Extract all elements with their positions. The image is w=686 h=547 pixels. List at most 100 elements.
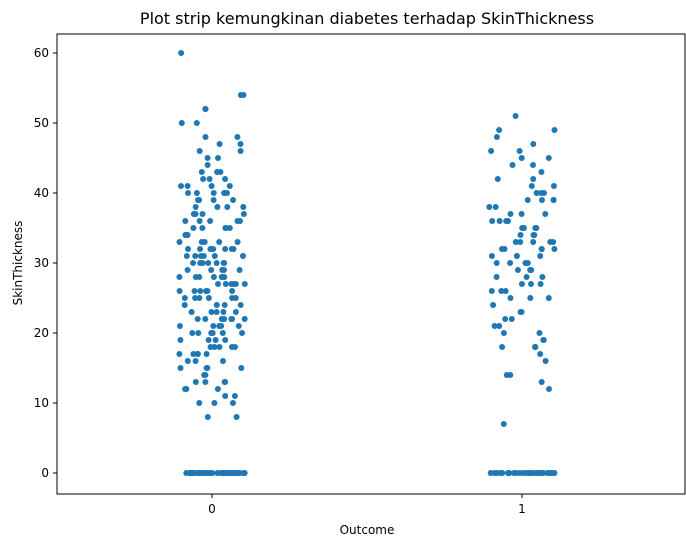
- data-point: [517, 239, 524, 245]
- data-point: [212, 337, 219, 343]
- data-point: [196, 295, 203, 301]
- data-point: [202, 379, 209, 385]
- data-point: [210, 197, 217, 203]
- data-point: [215, 155, 221, 161]
- data-point: [509, 162, 516, 168]
- data-point: [498, 288, 505, 294]
- data-point: [523, 274, 530, 280]
- data-point: [493, 274, 500, 280]
- data-point: [530, 239, 537, 245]
- data-point: [192, 295, 199, 301]
- y-tick-label: 60: [34, 46, 49, 60]
- data-point: [232, 344, 238, 350]
- data-point: [518, 309, 525, 315]
- data-point: [527, 295, 534, 301]
- data-point: [230, 400, 236, 406]
- data-point: [507, 372, 514, 378]
- data-point: [215, 281, 221, 287]
- data-point: [518, 211, 525, 217]
- data-point: [198, 169, 205, 175]
- data-point: [499, 470, 506, 476]
- data-point: [538, 169, 545, 175]
- data-point: [527, 267, 534, 273]
- data-point: [211, 344, 218, 350]
- data-point: [185, 246, 191, 252]
- data-point: [235, 323, 242, 329]
- data-point: [181, 302, 188, 308]
- data-point: [540, 337, 547, 343]
- data-points: [176, 50, 558, 476]
- data-point: [502, 288, 509, 294]
- data-point: [202, 316, 209, 322]
- data-point: [178, 50, 185, 56]
- data-point: [537, 351, 544, 357]
- data-point: [208, 183, 215, 189]
- data-point: [184, 183, 191, 189]
- data-point: [486, 204, 493, 210]
- data-point: [205, 295, 212, 301]
- data-point: [496, 127, 503, 133]
- data-point: [240, 470, 247, 476]
- data-point: [197, 246, 204, 252]
- data-point: [232, 309, 239, 315]
- data-point: [542, 211, 549, 217]
- x-axis-label: Outcome: [340, 523, 395, 537]
- plot-frame: [56, 33, 686, 495]
- data-point: [492, 204, 499, 210]
- data-point: [537, 253, 544, 259]
- data-point: [488, 148, 495, 154]
- data-point: [208, 267, 215, 273]
- data-point: [206, 176, 213, 182]
- data-point: [208, 330, 215, 336]
- data-point: [229, 288, 236, 294]
- data-point: [181, 295, 188, 301]
- data-point: [240, 204, 247, 210]
- data-point: [530, 176, 537, 182]
- data-point: [202, 106, 209, 112]
- data-point: [240, 92, 247, 98]
- data-point: [222, 337, 229, 343]
- data-point: [183, 253, 190, 259]
- data-point: [210, 190, 217, 196]
- data-point: [213, 260, 220, 266]
- data-point: [211, 400, 218, 406]
- data-point: [195, 330, 202, 336]
- data-point: [178, 120, 185, 126]
- data-point: [512, 113, 519, 119]
- data-point: [236, 267, 243, 273]
- data-point: [216, 239, 223, 245]
- data-point: [537, 281, 544, 287]
- data-point: [493, 134, 500, 140]
- x-tick-label: 1: [518, 502, 526, 516]
- data-point: [222, 393, 229, 399]
- data-point: [196, 218, 203, 224]
- data-point: [176, 288, 183, 294]
- data-point: [213, 309, 220, 315]
- data-point: [214, 470, 221, 476]
- data-point: [213, 302, 220, 308]
- data-point: [219, 330, 226, 336]
- data-point: [550, 197, 557, 203]
- data-point: [530, 141, 537, 147]
- data-point: [186, 470, 193, 476]
- data-point: [494, 470, 501, 476]
- data-point: [220, 309, 227, 315]
- data-point: [494, 176, 501, 182]
- data-point: [192, 204, 199, 210]
- data-point: [210, 274, 217, 280]
- data-point: [503, 218, 510, 224]
- data-point: [184, 232, 191, 238]
- data-point: [184, 358, 191, 364]
- data-point: [230, 470, 237, 476]
- data-point: [211, 253, 218, 259]
- data-point: [222, 246, 229, 252]
- data-point: [199, 225, 206, 231]
- data-point: [182, 218, 189, 224]
- data-point: [546, 386, 552, 392]
- data-point: [232, 281, 239, 287]
- data-point: [200, 176, 207, 182]
- data-point: [190, 351, 197, 357]
- data-point: [534, 470, 541, 476]
